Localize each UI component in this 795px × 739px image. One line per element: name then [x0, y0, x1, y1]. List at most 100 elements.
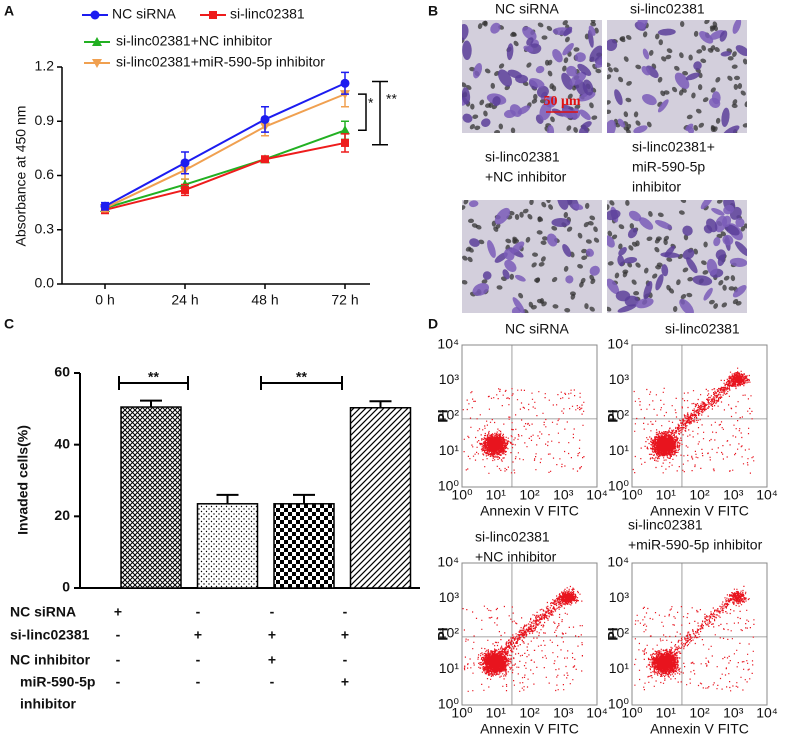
cell	[682, 225, 693, 236]
cell	[642, 94, 657, 106]
cell	[547, 124, 555, 133]
pore	[679, 21, 685, 28]
cell	[706, 258, 718, 276]
pore	[478, 239, 485, 245]
cell	[535, 65, 545, 74]
cell	[594, 57, 602, 68]
cell	[572, 203, 584, 210]
scale-bar-label: 50 μm	[543, 94, 580, 109]
y-tick-label: 10¹	[439, 660, 460, 676]
condition-mark: +	[268, 652, 276, 668]
y-tick-label: 10²	[439, 407, 460, 423]
condition-label: NC siRNA	[10, 604, 76, 620]
pore	[541, 35, 548, 40]
pore	[567, 93, 573, 100]
pore	[680, 200, 687, 203]
pore	[657, 76, 663, 83]
x-tick-label: 10⁰	[621, 487, 643, 503]
panel-label: B	[428, 3, 438, 19]
cell	[729, 257, 747, 267]
pore	[700, 58, 707, 64]
condition-mark: -	[270, 604, 275, 620]
pore	[708, 299, 715, 305]
x-tick-label: 10⁴	[756, 487, 778, 503]
x-tick-label: 10²	[519, 487, 540, 503]
cell	[490, 22, 501, 34]
y-tick-label: 10³	[439, 589, 460, 605]
pore	[577, 232, 583, 239]
pore	[686, 114, 693, 120]
cell	[617, 254, 625, 267]
pore	[715, 117, 721, 124]
legend-marker	[90, 10, 100, 20]
cell	[732, 20, 742, 34]
pore	[583, 221, 589, 228]
x-tick-label: 10³	[553, 705, 574, 721]
x-tick-label: 10³	[553, 487, 574, 503]
pore	[550, 116, 555, 123]
pore	[607, 204, 610, 211]
cell	[569, 71, 587, 86]
pore	[691, 92, 696, 99]
condition-label: si-linc02381	[10, 627, 90, 643]
pore	[463, 200, 469, 205]
cell	[617, 118, 626, 128]
pore	[682, 267, 689, 273]
pore	[462, 255, 468, 261]
y-tick-label: 60	[54, 364, 70, 380]
y-tick-label: 10³	[609, 589, 630, 605]
cell	[607, 39, 618, 52]
cell	[654, 219, 673, 230]
y-tick-label: 40	[54, 435, 70, 451]
pore	[635, 262, 641, 268]
x-tick-label: 10¹	[656, 705, 677, 721]
y-tick-label: 10³	[609, 371, 630, 387]
pore	[510, 127, 516, 133]
pore	[565, 36, 570, 43]
cell	[515, 74, 529, 84]
cell	[557, 200, 569, 210]
pore	[484, 68, 491, 74]
pore	[547, 70, 553, 77]
cell	[664, 245, 675, 258]
cell	[721, 215, 732, 228]
pore	[509, 273, 515, 280]
cell	[661, 264, 669, 277]
pore	[474, 125, 481, 131]
significance-label: **	[148, 369, 159, 385]
pore	[537, 22, 544, 28]
cell	[512, 297, 525, 313]
pore	[668, 288, 675, 294]
cell	[734, 241, 747, 257]
pore	[590, 20, 596, 24]
cell	[638, 217, 654, 230]
y-tick-label: 0.9	[35, 112, 55, 128]
cell	[562, 243, 572, 257]
cell	[655, 274, 664, 291]
micrograph-title: NC siRNA	[495, 1, 559, 17]
pore	[633, 291, 640, 296]
legend-label: NC siRNA	[112, 6, 176, 22]
pore	[519, 211, 524, 218]
pore	[564, 308, 571, 313]
cell	[735, 45, 747, 57]
cell	[685, 72, 700, 81]
cell	[711, 91, 721, 105]
pore	[539, 98, 546, 104]
cell	[482, 271, 492, 280]
condition-mark: -	[116, 674, 121, 690]
event-dots	[462, 388, 585, 474]
pore	[614, 272, 620, 279]
pore	[697, 84, 703, 91]
pore	[589, 215, 596, 221]
pore	[665, 54, 672, 60]
cell	[692, 275, 713, 286]
x-tick-label: 24 h	[171, 292, 198, 308]
pore	[671, 86, 678, 93]
marker	[261, 155, 269, 164]
event-dots	[462, 585, 583, 692]
cell	[628, 210, 642, 222]
pore	[618, 76, 624, 83]
